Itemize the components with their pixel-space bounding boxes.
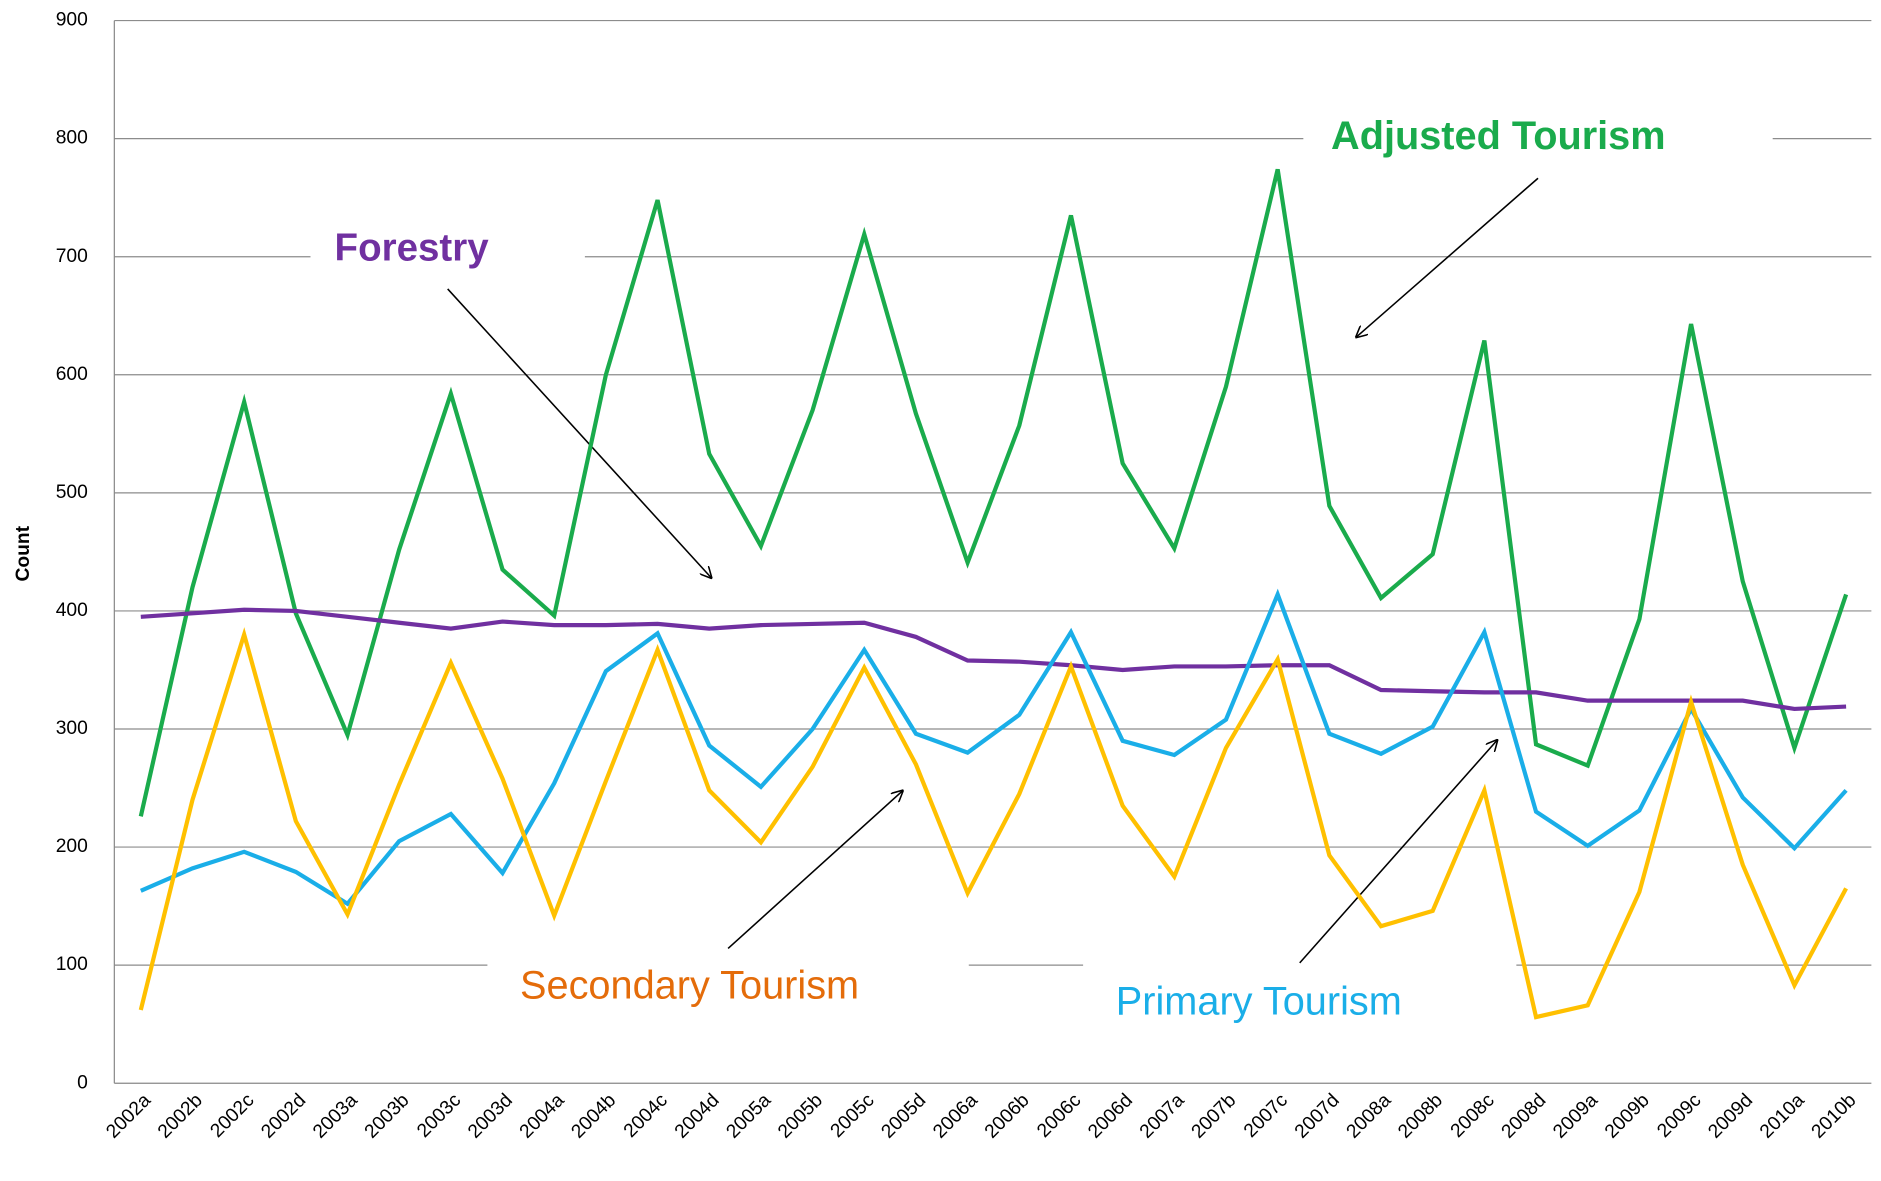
x-tick-label: 2006b	[981, 1090, 1034, 1143]
x-tick-label: 2007d	[1291, 1090, 1344, 1143]
x-tick-label: 2006c	[1033, 1090, 1085, 1142]
series-label: Forestry	[335, 227, 490, 270]
y-tick-label: 100	[56, 954, 88, 975]
x-tick-label: 2010a	[1756, 1090, 1809, 1143]
x-tick-label: 2002c	[207, 1090, 259, 1142]
x-tick-label: 2004b	[568, 1090, 621, 1143]
x-tick-label: 2007a	[1136, 1090, 1189, 1143]
x-tick-label: 2005c	[827, 1090, 879, 1142]
y-axis-label: Count	[13, 525, 34, 581]
y-tick-label: 400	[56, 600, 88, 621]
x-tick-label: 2008c	[1447, 1090, 1499, 1142]
x-tick-label: 2003c	[413, 1090, 465, 1142]
y-tick-label: 0	[77, 1072, 88, 1093]
x-tick-label: 2002d	[257, 1090, 310, 1143]
y-tick-label: 700	[56, 246, 88, 267]
x-tick-label: 2004a	[516, 1090, 569, 1143]
x-tick-label: 2005a	[723, 1090, 776, 1143]
y-tick-label: 200	[56, 836, 88, 857]
x-tick-label: 2002a	[102, 1090, 155, 1143]
x-tick-label: 2010b	[1808, 1090, 1861, 1143]
x-tick-label: 2007b	[1188, 1090, 1241, 1143]
line-series	[138, 168, 1849, 817]
series-label: Adjusted Tourism	[1331, 114, 1666, 158]
x-tick-label: 2003b	[361, 1090, 414, 1143]
series-label: Secondary Tourism	[520, 964, 859, 1008]
x-tick-label: 2008d	[1498, 1090, 1551, 1143]
label-backgrounds	[310, 110, 1773, 1030]
x-tick-label: 2002b	[154, 1090, 207, 1143]
line-series	[138, 627, 1848, 1020]
x-tick-label: 2007c	[1240, 1090, 1292, 1142]
x-tick-label: 2003d	[464, 1090, 517, 1143]
series-label: Primary Tourism	[1116, 979, 1402, 1023]
x-tick-label: 2005d	[878, 1090, 931, 1143]
line-series	[140, 607, 1847, 712]
y-tick-label: 600	[56, 364, 88, 385]
x-tick-label: 2008b	[1394, 1090, 1447, 1143]
x-tick-label: 2006d	[1084, 1090, 1137, 1143]
x-tick-label: 2005b	[774, 1090, 827, 1143]
x-tick-label: 2009c	[1653, 1090, 1705, 1142]
y-tick-label: 900	[56, 10, 88, 31]
x-tick-label: 2003a	[309, 1090, 362, 1143]
x-tick-label: 2009b	[1601, 1090, 1654, 1143]
x-tick-label: 2004d	[671, 1090, 724, 1143]
y-tick-label: 300	[56, 718, 88, 739]
x-tick-label: 2006a	[929, 1090, 982, 1143]
arrows	[447, 177, 1539, 964]
y-tick-label: 800	[56, 128, 88, 149]
line-series	[139, 588, 1848, 907]
x-tick-label: 2004c	[620, 1090, 672, 1142]
x-tick-label: 2009a	[1549, 1090, 1602, 1143]
y-tick-label: 500	[56, 482, 88, 503]
x-tick-label: 2009d	[1704, 1090, 1757, 1143]
x-tick-label: 2008a	[1343, 1090, 1396, 1143]
